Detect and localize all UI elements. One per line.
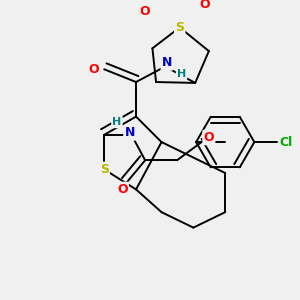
Text: O: O [199,0,210,11]
Text: O: O [203,131,214,144]
Text: O: O [117,183,128,196]
Text: H: H [177,69,186,79]
Text: N: N [124,127,135,140]
Text: H: H [112,117,122,127]
Text: Cl: Cl [280,136,293,148]
Text: O: O [88,63,99,76]
Text: S: S [100,163,109,176]
Text: O: O [140,5,150,18]
Text: S: S [175,21,184,34]
Text: N: N [162,56,172,69]
